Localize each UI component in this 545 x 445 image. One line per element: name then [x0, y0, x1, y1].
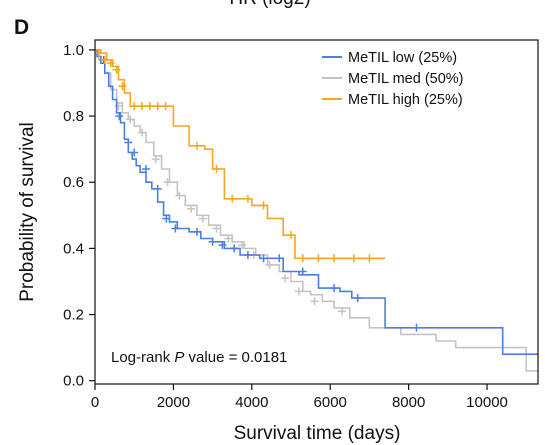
legend-label-metil-med-50: MeTIL med (50%) [348, 71, 464, 87]
x-tick-label: 0 [91, 394, 99, 411]
censor-mark [175, 191, 184, 200]
survival-curve-metil-med-50 [95, 49, 538, 372]
censor-mark [294, 287, 303, 296]
series-metil-med-50 [95, 49, 538, 372]
plot-area [94, 49, 538, 372]
legend-label-metil-high-25: MeTIL high (25%) [348, 92, 463, 108]
censor-mark [141, 165, 150, 173]
censor-mark [192, 141, 201, 150]
y-tick-label: 0.4 [63, 240, 84, 257]
legend-label-metil-low-25: MeTIL low (25%) [348, 50, 457, 66]
censor-mark [153, 184, 162, 193]
censor-mark [228, 194, 237, 203]
censor-mark [259, 201, 268, 210]
y-tick-label: 0.8 [63, 108, 84, 125]
y-tick-label: 0.6 [63, 174, 84, 191]
censor-mark [130, 102, 139, 111]
censor-mark [100, 55, 109, 64]
x-tick-label: 6000 [314, 394, 347, 411]
censor-mark [365, 254, 374, 263]
censor-mark [224, 234, 233, 243]
plot-frame [94, 39, 539, 385]
x-tick-label: 10000 [466, 394, 508, 411]
censor-mark [218, 241, 227, 250]
censor-mark [238, 241, 247, 250]
censor-mark [243, 194, 252, 203]
censor-mark [208, 237, 217, 246]
annotation-suffix: value = 0.0181 [184, 349, 287, 366]
survival-curve-metil-high-25 [95, 49, 386, 260]
y-axis-label: Probability of survival [17, 122, 38, 302]
censor-mark [287, 231, 296, 240]
x-tick-label: 4000 [235, 394, 268, 411]
censor-mark [212, 224, 221, 233]
censor-mark [115, 112, 124, 121]
censor-mark [153, 102, 162, 111]
censor-mark [138, 102, 147, 111]
censor-mark [112, 65, 121, 74]
censor-mark [349, 254, 358, 263]
censor-mark [145, 102, 154, 111]
series-metil-low-25 [95, 49, 538, 355]
censor-mark [259, 254, 268, 263]
censor-mark [298, 267, 307, 276]
censor-mark [151, 155, 160, 164]
x-tick-label: 8000 [392, 394, 425, 411]
censor-mark [187, 204, 196, 213]
censor-mark [118, 82, 127, 91]
censor-mark [275, 254, 284, 263]
censor-mark [243, 251, 252, 259]
panel-label: D [14, 16, 29, 39]
annotation-prefix: Log-rank [111, 349, 174, 366]
censor-mark [353, 294, 362, 302]
top-cropped-text: HR (log2) [229, 0, 310, 9]
censor-mark [298, 254, 307, 263]
y-tick-label: 0.2 [63, 307, 84, 324]
censor-mark [412, 323, 421, 332]
censor-mark [230, 244, 239, 253]
axes: 0 2000 4000 6000 8000 10000 0.0 0.2 0.4 0.6 0.8 1.0 [63, 39, 539, 411]
censor-mark [138, 128, 147, 137]
y-tick-label: 0.0 [63, 373, 84, 390]
censor-mark [330, 284, 339, 293]
censor-mark [106, 59, 115, 68]
y-tick-label: 1.0 [63, 42, 84, 59]
censor-mark [162, 214, 171, 223]
censor-mark [198, 214, 207, 223]
censor-mark [212, 165, 221, 173]
censor-mark [314, 254, 323, 263]
x-axis-label: Survival time (days) [234, 423, 401, 444]
censor-mark [163, 178, 172, 187]
censor-mark [310, 297, 319, 306]
censor-mark [124, 138, 133, 147]
annotation-p: P [174, 349, 184, 366]
censor-mark [171, 224, 180, 233]
censor-mark [130, 148, 139, 157]
series-metil-high-25 [94, 49, 386, 263]
legend: MeTIL low (25%) MeTIL med (50%) MeTIL high… [322, 50, 464, 108]
censor-mark [330, 254, 339, 263]
censor-mark [126, 115, 135, 124]
x-tick-label: 2000 [157, 394, 190, 411]
log-rank-annotation: Log-rank P value = 0.0181 [111, 349, 287, 366]
censor-mark [281, 274, 290, 283]
censor-mark [161, 102, 170, 111]
censor-mark [192, 227, 201, 236]
survival-curve-metil-low-25 [95, 49, 538, 355]
censor-mark [94, 49, 103, 58]
censor-mark [265, 260, 274, 269]
censor-mark [337, 307, 346, 316]
